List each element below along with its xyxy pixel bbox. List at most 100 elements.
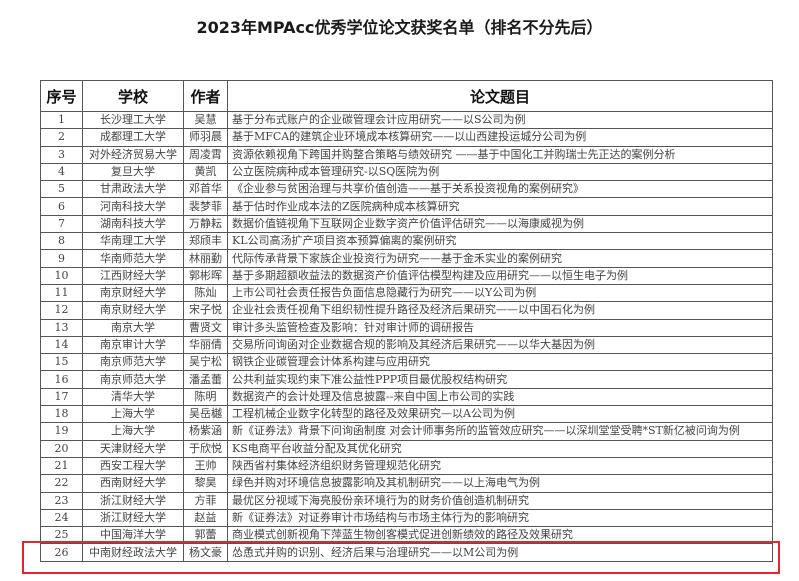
cell-school: 西安工程大学 [82,456,184,476]
cell-title: 绿色并购对环境信息披露影响及其机制研究——以上海电气为例 [227,474,773,493]
cell-author: 黎昊 [183,474,228,493]
cell-author: 杨文豪 [183,543,228,562]
table-row: 13 南京大学 曹贤文 审计多头监管检查及影响：针对审计师的调研报告 [40,318,773,337]
cell-school: 中南财经政法大学 [82,543,184,562]
cell-author: 华丽倩 [183,335,228,355]
cell-title: 交易所问询函对企业数据合规的影响及其经济后果研究——以华大基因为例 [227,335,773,355]
cell-title: 《企业参与贫困治理与共享价值创造——基于关系投资视角的案例研究》 [227,180,773,199]
cell-title: 基于分布式账户的企业碳管理会计应用研究——以S公司为例 [227,110,773,130]
cell-author: 王帅 [183,456,228,476]
cell-author: 陈灿 [183,283,228,303]
table-row: 8 华南理工大学 郑颀丰 KL公司高汤扩产项目资本预算偏离的案例研究 [40,232,773,251]
cell-author: 郑颀丰 [183,232,228,251]
cell-seq: 2 [40,128,83,147]
cell-seq: 23 [40,491,83,510]
cell-seq: 5 [40,180,83,199]
cell-seq: 21 [40,456,83,476]
table-row: 24 浙江财经大学 赵益 新《证券法》对证券审计市场结构与市场主体行为的影响研究 [40,508,773,528]
cell-seq: 8 [40,232,83,251]
cell-seq: 9 [40,249,83,268]
cell-seq: 1 [40,110,83,130]
cell-title: 最优区分视域下海亮股份亲环境行为的财务价值创造机制研究 [227,491,773,510]
table-row: 4 复旦大学 黄凯 公立医院病种成本管理研究-以SQ医院为例 [40,162,773,182]
award-list-table: 序号 学校 作者 论文题目 1 长沙理工大学 吴慧 基于分布式账户的企业碳管理会计应用… [40,80,773,562]
cell-author: 潘孟蕾 [183,370,228,389]
table-row: 14 南京审计大学 华丽倩 交易所问询函对企业数据合规的影响及其经济后果研究——以华大… [40,335,773,355]
table-row: 22 西南财经大学 黎昊 绿色并购对环境信息披露影响及其机制研究——以上海电气为例 [40,474,773,493]
cell-school: 南京师范大学 [82,370,184,389]
cell-title: 基于估时作业成本法的Z医院病种成本核算研究 [227,197,773,216]
table-row: 10 江西财经大学 郭彬晖 基于多期超额收益法的数据资产价值评估模型构建及应用研究——… [40,266,773,285]
cell-seq: 6 [40,197,83,216]
cell-school: 清华大学 [82,387,184,407]
cell-author: 林丽勤 [183,249,228,268]
table-row: 9 华南师范大学 林丽勤 代际传承背景下家族企业投资行为研究——基于金禾实业的案例研究 [40,249,773,268]
table-row: 2 成都理工大学 师羽晨 基于MFCA的建筑企业环境成本核算研究——以山西建投运城分公… [40,128,773,147]
cell-author: 曹贤文 [183,318,228,337]
table-header-row: 序号 学校 作者 论文题目 [40,80,773,112]
cell-author: 方菲 [183,491,228,510]
cell-school: 南京师范大学 [82,353,184,372]
cell-school: 湖南科技大学 [82,214,184,234]
table-row: 15 南京师范大学 吴宁松 钢铁企业碳管理会计体系构建与应用研究 [40,353,773,372]
cell-seq: 14 [40,335,83,355]
cell-seq: 19 [40,422,83,441]
cell-seq: 10 [40,266,83,285]
cell-school: 天津财经大学 [82,439,184,458]
table-row: 3 对外经济贸易大学 周凌霄 资源依赖视角下跨国并购整合策略与绩效研究 ——基于中国化… [40,145,773,164]
cell-seq: 12 [40,301,83,320]
cell-school: 对外经济贸易大学 [82,145,184,164]
highlight-box [22,541,780,574]
table-row: 20 天津财经大学 于欣悦 KS电商平台收益分配及其优化研究 [40,439,773,458]
table-row: 1 长沙理工大学 吴慧 基于分布式账户的企业碳管理会计应用研究——以S公司为例 [40,110,773,130]
cell-seq: 11 [40,283,83,303]
table-row: 25 中国海洋大学 郭蕾 商业模式创新视角下萍蓝生物创客模式促进创新绩效的路径及效果研… [40,526,773,545]
cell-school: 甘肃政法大学 [82,180,184,199]
cell-author: 吴岳樾 [183,405,228,424]
cell-school: 华南理工大学 [82,232,184,251]
cell-author: 邓首华 [183,180,228,199]
table-row: 12 南京财经大学 宋子悦 企业社会责任视角下组织韧性提升路径及经济后果研究——以中国… [40,301,773,320]
page-title: 2023年MPAcc优秀学位论文获奖名单（排名不分先后） [196,18,603,37]
cell-author: 周凌霄 [183,145,228,164]
cell-school: 浙江财经大学 [82,508,184,528]
cell-title: 数据价值链视角下互联网企业数字资产价值评估研究——以海康威视为例 [227,214,773,234]
table-row: 19 上海大学 杨紫涵 新《证券法》背景下问询函制度 对会计师事务所的监管效应研究——… [40,422,773,441]
cell-title: 上市公司社会责任报告负面信息隐藏行为研究——以Y公司为例 [227,283,773,303]
cell-author: 黄凯 [183,162,228,182]
cell-seq: 16 [40,370,83,389]
cell-seq: 22 [40,474,83,493]
table-row: 17 清华大学 陈明 数据资产的会计处理及信息披露--来自中国上市公司的实践 [40,387,773,407]
cell-title: 陕西省村集体经济组织财务管理规范化研究 [227,456,773,476]
table-row: 26 中南财经政法大学 杨文豪 怂恿式并购的识别、经济后果与治理研究——以M公司为例 [40,543,773,562]
table-row: 21 西安工程大学 王帅 陕西省村集体经济组织财务管理规范化研究 [40,456,773,476]
cell-author: 杨紫涵 [183,422,228,441]
cell-school: 华南师范大学 [82,249,184,268]
cell-seq: 24 [40,508,83,528]
header-seq: 序号 [40,80,83,112]
cell-school: 长沙理工大学 [82,110,184,130]
header-title: 论文题目 [227,80,773,112]
cell-author: 郭彬晖 [183,266,228,285]
header-school: 学校 [82,80,184,112]
cell-school: 上海大学 [82,405,184,424]
cell-author: 宋子悦 [183,301,228,320]
cell-school: 南京财经大学 [82,301,184,320]
cell-title: 新《证券法》对证券审计市场结构与市场主体行为的影响研究 [227,508,773,528]
cell-author: 裴梦菲 [183,197,228,216]
table-row: 11 南京财经大学 陈灿 上市公司社会责任报告负面信息隐藏行为研究——以Y公司为例 [40,283,773,303]
cell-school: 复旦大学 [82,162,184,182]
table-row: 23 浙江财经大学 方菲 最优区分视域下海亮股份亲环境行为的财务价值创造机制研究 [40,491,773,510]
cell-title: 怂恿式并购的识别、经济后果与治理研究——以M公司为例 [227,543,773,562]
cell-seq: 7 [40,214,83,234]
cell-school: 南京大学 [82,318,184,337]
cell-school: 西南财经大学 [82,474,184,493]
cell-seq: 15 [40,353,83,372]
table-row: 6 河南科技大学 裴梦菲 基于估时作业成本法的Z医院病种成本核算研究 [40,197,773,216]
cell-seq: 3 [40,145,83,164]
cell-seq: 18 [40,405,83,424]
cell-title: 新《证券法》背景下问询函制度 对会计师事务所的监管效应研究——以深圳堂堂受聘*S… [227,422,773,441]
cell-title: KL公司高汤扩产项目资本预算偏离的案例研究 [227,232,773,251]
cell-seq: 17 [40,387,83,407]
cell-school: 江西财经大学 [82,266,184,285]
